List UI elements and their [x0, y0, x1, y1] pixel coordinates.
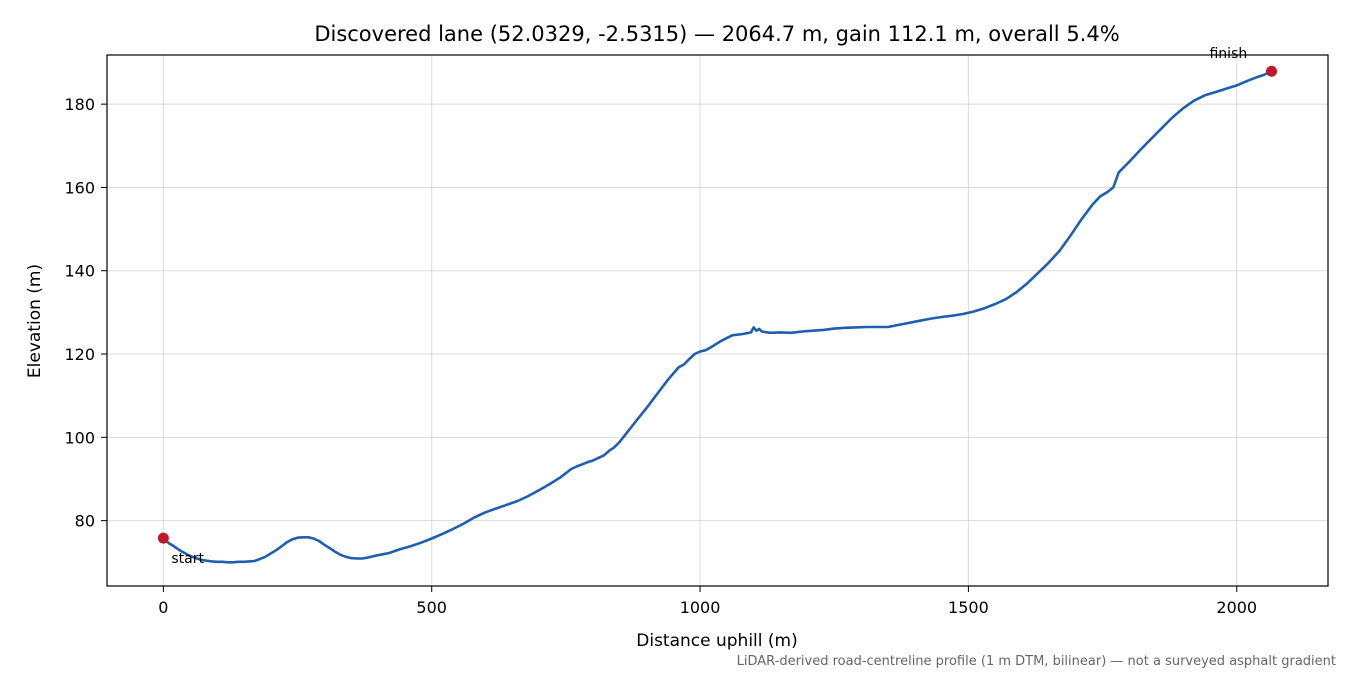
- x-tick-label: 500: [416, 598, 447, 617]
- y-tick-label: 140: [64, 262, 95, 281]
- marker-layer: start finish: [157, 46, 1277, 567]
- y-tick-label: 160: [64, 178, 95, 197]
- footnote: LiDAR-derived road-centreline profile (1…: [737, 654, 1336, 669]
- x-tick-label: 1500: [948, 598, 989, 617]
- y-tick-label: 120: [64, 345, 95, 364]
- start-marker: [157, 532, 169, 544]
- finish-marker: [1265, 65, 1277, 77]
- chart-title: Discovered lane (52.0329, -2.5315) — 206…: [314, 22, 1119, 46]
- x-tick-label: 0: [158, 598, 168, 617]
- y-tick-label: 80: [75, 512, 95, 531]
- finish-label: finish: [1209, 46, 1247, 62]
- plot-frame: [106, 54, 1329, 587]
- x-axis-label: Distance uphill (m): [636, 631, 797, 651]
- grid-lines: [107, 55, 1328, 586]
- axis-ticks: 0 500 1000 1500 2000 80 100 120 140 160 180: [64, 95, 1257, 617]
- x-tick-label: 1000: [680, 598, 721, 617]
- y-tick-label: 100: [64, 428, 95, 447]
- start-label: start: [171, 551, 204, 567]
- y-axis-label: Elevation (m): [25, 264, 45, 378]
- x-tick-label: 2000: [1216, 598, 1257, 617]
- series-layer: [162, 69, 1273, 564]
- y-tick-label: 180: [64, 95, 95, 114]
- elevation-profile-line: [162, 69, 1273, 564]
